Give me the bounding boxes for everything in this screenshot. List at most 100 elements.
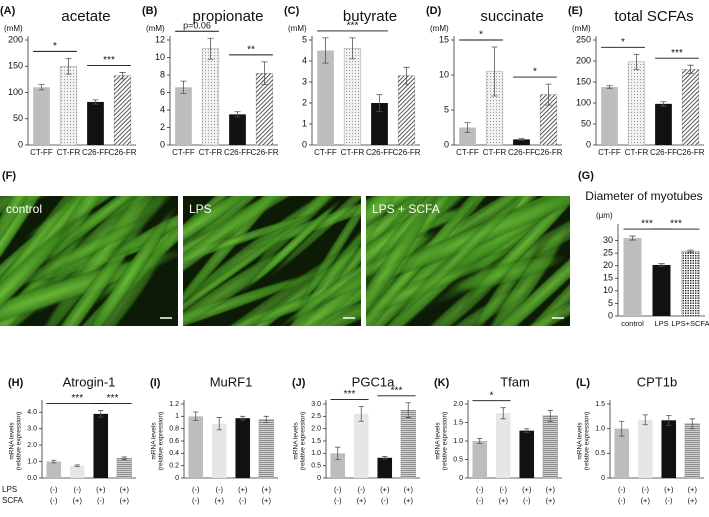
x-tick-label: (-) [358,485,366,494]
error-bar [335,446,341,460]
chart-title: propionate [193,8,264,25]
y-tick-label: 5 [302,34,307,44]
x-tick-label: (+) [380,485,390,494]
x-tick-label: CT-FR [341,148,365,157]
y-tick-label: 0 [459,475,463,482]
bar-pattern [682,69,699,145]
bar [637,419,653,478]
y-axis-label: (mM) [146,24,165,33]
y-axis-label: (relative expression) [158,412,165,471]
chart-title: Atrogin-1 [63,374,116,389]
error-bar [261,61,268,86]
micrograph: LPS + SCFA [366,196,570,326]
y-tick-label: 100 [576,97,591,107]
panel-label: (J) [292,377,306,389]
bar [472,441,488,478]
y-tick-label: 0 [444,139,449,149]
y-tick-label: 2.0 [311,426,321,433]
x-tick-label: (-) [381,496,389,505]
error-bar [633,53,640,70]
y-tick-label: 10 [603,285,613,295]
x-tick-label: (+) [404,496,414,505]
myotube [0,196,72,326]
x-tick-label: C26-FF [508,148,535,157]
bar-pattern [258,419,274,478]
x-tick-label: (-) [192,496,200,505]
x-tick-label: (+) [120,496,130,505]
chart-title: MuRF1 [210,374,253,389]
bar [46,461,62,478]
myotube [240,198,343,294]
error-bar [545,83,552,106]
x-tick-label: (-) [239,496,247,505]
significance-label: *** [107,393,119,404]
y-tick-label: 0 [175,475,179,482]
x-tick-label: LPS [654,319,668,328]
error-bar [216,417,222,431]
y-tick-label: 1 [302,118,307,128]
myotube [366,240,536,326]
y-tick-label: 250 [576,34,591,44]
x-tick-label: (+) [522,485,532,494]
y-tick-label: 0 [18,139,23,149]
error-bar [524,428,530,433]
bar [614,428,630,478]
myotube [183,200,331,326]
myotube [0,216,80,326]
y-tick-label: 8 [160,69,165,79]
significance-label: * [479,30,483,41]
y-tick-label: 2.5 [311,413,321,420]
y-tick-label: 1.5 [453,419,463,426]
chart-title: butyrate [343,8,397,25]
error-bar [518,138,525,141]
y-axis-label: (mM) [430,24,449,33]
significance-label: * [490,390,494,401]
chart-title: Tfam [500,374,530,389]
bar-pattern [486,71,503,145]
significance-label: * [533,67,537,78]
y-axis-label: (μm) [596,211,613,220]
x-tick-label: CT-FR [199,148,223,157]
y-tick-label: 1.0 [595,426,605,433]
x-tick-label: (-) [334,485,342,494]
error-bar [403,66,410,85]
error-bar [500,407,506,420]
x-tick-label: (+) [96,485,106,494]
bar [459,127,476,145]
y-tick-label: 3 [302,76,307,86]
y-axis-label: (mM) [4,24,23,33]
x-tick-label: control [621,319,644,328]
error-bar [606,85,613,89]
x-tick-label: (+) [664,485,674,494]
y-tick-label: 3.0 [311,401,321,408]
x-tick-label: (+) [404,485,414,494]
bar [353,413,369,478]
x-tick-label: (-) [50,496,58,505]
chart-title: total SCFAs [614,8,693,25]
y-tick-label: 1 [175,413,179,420]
error-bar [180,80,187,94]
y-tick-label: 0 [302,139,307,149]
significance-label: ** [247,45,255,56]
error-bar [98,410,104,418]
significance-label: *** [641,219,653,230]
error-bar [689,418,695,430]
y-tick-label: 0.0 [27,475,37,482]
y-tick-label: 200 [576,55,591,65]
x-tick-label: (-) [476,496,484,505]
bar-pattern [681,251,700,316]
x-tick-label: (+) [238,485,248,494]
myotube [8,207,155,326]
x-tick-label: CT-FF [30,148,53,157]
significance-label: *** [347,21,359,32]
bar [371,103,388,145]
x-tick-label: C26-FF [224,148,251,157]
myotube [29,196,178,273]
bar [188,416,204,478]
error-bar [629,235,636,241]
myotubes [366,196,570,326]
y-tick-label: 4 [302,55,307,65]
y-tick-label: 1.0 [311,450,321,457]
row-label: SCFA [2,496,24,505]
y-tick-label: 3.0 [27,426,37,433]
